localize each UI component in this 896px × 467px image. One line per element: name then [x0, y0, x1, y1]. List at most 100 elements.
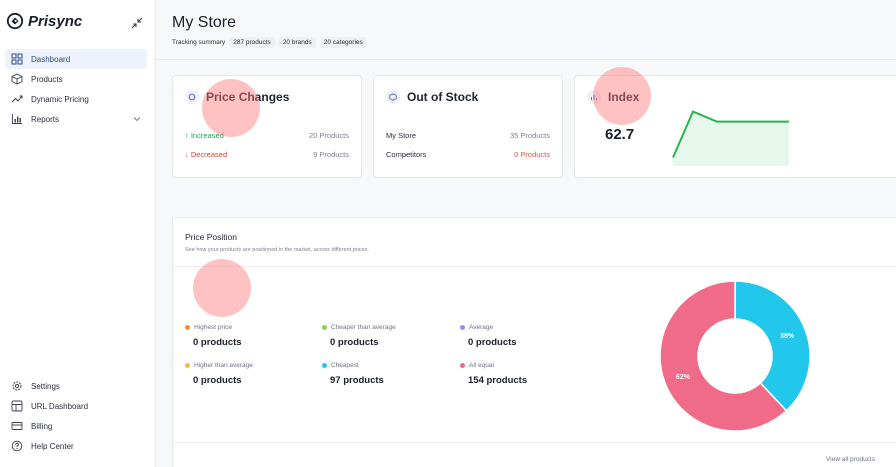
- price-position-donut-chart: 38% 62%: [659, 280, 811, 432]
- index-card[interactable]: Index 62.7: [574, 75, 896, 178]
- sidebar-item-label: Products: [31, 74, 63, 84]
- sidebar-item-label: Billing: [31, 421, 53, 431]
- click-highlight: [593, 67, 651, 125]
- arrow-down-icon: ↓: [185, 150, 189, 159]
- categories-count-chip: 20 categories: [319, 37, 367, 48]
- cheapest-count: 97 products: [330, 375, 384, 386]
- brands-count-chip: 20 brands: [278, 37, 316, 48]
- sidebar-item-settings[interactable]: Settings: [5, 376, 147, 396]
- bar-chart-icon: [12, 114, 22, 124]
- my-store-row[interactable]: My Store 35 Products: [386, 131, 550, 140]
- sidebar-item-label: Dashboard: [31, 54, 71, 64]
- donut-slice-cheapest[interactable]: [734, 280, 811, 412]
- sidebar-item-dynamic-pricing[interactable]: Dynamic Pricing: [5, 89, 147, 109]
- sidebar: Prisync Dashboard Products Dynamic Prici…: [0, 0, 156, 467]
- arrow-up-icon: ↑: [185, 131, 189, 140]
- index-sparkline: [672, 110, 789, 166]
- increased-text: Increased: [190, 131, 224, 140]
- increased-value: 20 Products: [308, 131, 349, 140]
- sidebar-item-help-center[interactable]: Help Center: [5, 436, 147, 456]
- legend-higher-than-average[interactable]: Higher than average: [185, 362, 253, 369]
- view-all-products-link[interactable]: View all products: [825, 456, 875, 463]
- box-icon: [386, 90, 400, 104]
- higher-than-average-count: 0 products: [193, 375, 242, 386]
- sidebar-item-billing[interactable]: Billing: [5, 416, 147, 436]
- cheaper-than-average-count: 0 products: [330, 337, 379, 348]
- box-icon: [11, 73, 23, 85]
- legend-label: All equal: [469, 362, 494, 369]
- click-highlight: [193, 259, 251, 317]
- card-header: Index: [587, 90, 639, 104]
- price-position-title: Price Position: [185, 232, 237, 242]
- sparkline-area: [673, 111, 789, 166]
- sidebar-item-label: Dynamic Pricing: [31, 94, 89, 104]
- out-of-stock-card[interactable]: Out of Stock My Store 35 Products Compet…: [373, 75, 563, 178]
- sidebar-nav: Dashboard Products Dynamic Pricing Repor…: [5, 49, 147, 129]
- index-chart-icon: [587, 90, 601, 104]
- collapse-sidebar-icon[interactable]: [130, 16, 144, 30]
- sidebar-item-label: Settings: [31, 381, 60, 391]
- highest-price-count: 0 products: [193, 337, 242, 348]
- sparkline-line: [672, 110, 789, 158]
- legend-label: Highest price: [194, 324, 232, 331]
- price-changes-card[interactable]: Price Changes ↑ Increased 20 Products ↓ …: [172, 75, 362, 178]
- help-icon: [11, 440, 23, 452]
- grid-icon: [11, 53, 23, 65]
- legend-label: Higher than average: [194, 362, 253, 369]
- decreased-text: Decreased: [190, 150, 228, 159]
- donut-label-cheapest: 38%: [780, 333, 795, 340]
- average-dot: [460, 325, 465, 330]
- increased-row[interactable]: ↑ Increased 20 Products: [185, 131, 349, 140]
- legend-average[interactable]: Average: [460, 324, 493, 331]
- sidebar-item-label: Help Center: [31, 441, 74, 451]
- price-tag-icon: [185, 90, 199, 104]
- price-position-footer-divider: [173, 442, 896, 443]
- card-header: Price Changes: [185, 90, 289, 104]
- url-dashboard-icon: [11, 400, 23, 412]
- higher-than-average-dot: [185, 363, 190, 368]
- competitors-label: Competitors: [386, 150, 427, 159]
- sidebar-item-dashboard[interactable]: Dashboard: [5, 49, 147, 69]
- sidebar-item-url-dashboard[interactable]: URL Dashboard: [5, 396, 147, 416]
- prisync-logo-icon: [6, 12, 24, 30]
- increased-label: ↑ Increased: [185, 131, 224, 140]
- my-store-label: My Store: [386, 131, 417, 140]
- sidebar-bottom-nav: Settings URL Dashboard Billing Help Cent…: [5, 376, 147, 456]
- sidebar-item-label: Reports: [31, 114, 60, 124]
- legend-highest-price[interactable]: Highest price: [185, 324, 232, 331]
- all-equal-dot: [460, 363, 465, 368]
- tracking-summary-label: Tracking summary: [172, 39, 226, 46]
- card-icon: [11, 422, 23, 430]
- sidebar-item-reports[interactable]: Reports: [5, 109, 147, 129]
- competitors-row[interactable]: Competitors 0 Products: [386, 150, 550, 159]
- chevron-down-icon[interactable]: [133, 115, 141, 123]
- products-count-chip: 287 products: [229, 37, 275, 48]
- sidebar-item-products[interactable]: Products: [5, 69, 147, 89]
- brand-logo[interactable]: Prisync: [6, 12, 82, 30]
- legend-cheaper-than-average[interactable]: Cheaper than average: [322, 324, 396, 331]
- index-value: 62.7: [605, 126, 635, 143]
- all-equal-count: 154 products: [468, 375, 528, 386]
- sidebar-item-label: URL Dashboard: [31, 401, 89, 411]
- donut-slice-all-equal[interactable]: [659, 280, 788, 432]
- decreased-value: 9 Products: [313, 150, 349, 159]
- price-position-divider: [173, 266, 896, 267]
- legend-label: Average: [469, 324, 494, 331]
- header-divider: [156, 59, 896, 60]
- cheaper-than-average-dot: [322, 325, 327, 330]
- cheapest-dot: [322, 363, 327, 368]
- legend-all-equal[interactable]: All equal: [460, 362, 494, 369]
- price-position-subtitle: See how your products are positioned in …: [185, 247, 369, 253]
- competitors-value: 0 Products: [514, 150, 550, 159]
- decreased-row[interactable]: ↓ Decreased 9 Products: [185, 150, 349, 159]
- gear-icon: [12, 381, 22, 391]
- legend-label: Cheapest: [331, 362, 359, 369]
- brand-name: Prisync: [28, 12, 83, 30]
- legend-cheapest[interactable]: Cheapest: [322, 362, 359, 369]
- click-highlight: [202, 79, 260, 137]
- price-position-card: Price Position See how your products are…: [172, 217, 896, 467]
- card-title: Price Changes: [206, 90, 290, 104]
- card-title: Index: [608, 90, 640, 104]
- highest-price-dot: [185, 325, 190, 330]
- tracking-summary: Tracking summary 287 products 20 brands …: [172, 37, 367, 48]
